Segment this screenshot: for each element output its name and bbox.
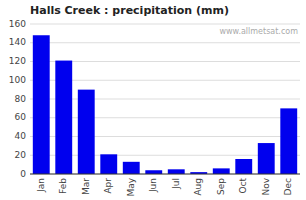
- chart-svg: Halls Creek : precipitation (mm) 0 20 40 60 8…: [0, 0, 306, 200]
- x-axis-line: [30, 174, 300, 175]
- bar: [123, 162, 140, 174]
- bar: [213, 168, 230, 174]
- grid-line: [30, 42, 300, 43]
- x-tick-label: Jan: [36, 178, 46, 193]
- bar: [258, 143, 275, 174]
- chart-container: Halls Creek : precipitation (mm) 0 20 40 60 8…: [0, 0, 306, 200]
- y-tick-label: 60: [15, 112, 27, 122]
- bar: [100, 154, 117, 174]
- x-tick-label: Jul: [171, 178, 181, 190]
- y-tick-label: 160: [9, 19, 26, 29]
- x-tick-label: Dec: [283, 178, 293, 195]
- watermark: www.allmetsat.com: [220, 27, 299, 36]
- bar: [168, 169, 185, 174]
- chart-title: Halls Creek : precipitation (mm): [30, 4, 229, 17]
- x-tick-label: Feb: [58, 178, 68, 194]
- y-tick-label: 20: [15, 150, 27, 160]
- x-tick-label: Mar: [81, 178, 91, 195]
- x-tick-label: Apr: [103, 178, 113, 194]
- y-tick-label: 40: [15, 131, 27, 141]
- grid-line: [30, 24, 300, 25]
- y-axis: 0 20 40 60 80 100 120 140 160: [9, 19, 26, 179]
- y-tick-label: 0: [20, 169, 26, 179]
- bar: [33, 35, 50, 174]
- x-tick-label: Aug: [193, 178, 203, 196]
- x-tick-label: Jun: [148, 178, 158, 193]
- bars: [33, 35, 297, 174]
- bar: [280, 108, 297, 174]
- x-tick-label: Nov: [261, 177, 271, 195]
- x-tick-label: May: [126, 177, 136, 196]
- y-tick-label: 140: [9, 37, 26, 47]
- bar: [78, 90, 95, 174]
- y-tick-label: 120: [9, 56, 26, 66]
- x-axis: Jan Feb Mar Apr May Jun Jul Aug Sep Oct Nov Dec: [36, 177, 294, 196]
- y-tick-label: 100: [9, 75, 26, 85]
- bar: [55, 61, 72, 174]
- x-tick-label: Sep: [216, 178, 226, 195]
- bar: [145, 170, 162, 174]
- y-tick-label: 80: [15, 94, 27, 104]
- x-tick-label: Oct: [238, 178, 248, 194]
- bar: [235, 159, 252, 174]
- grid: [30, 24, 300, 174]
- grid-line: [30, 174, 300, 175]
